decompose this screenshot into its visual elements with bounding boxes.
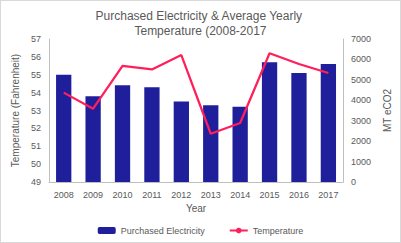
svg-text:56: 56 bbox=[31, 52, 41, 62]
svg-text:6000: 6000 bbox=[351, 54, 371, 64]
svg-text:49: 49 bbox=[31, 177, 41, 187]
svg-text:53: 53 bbox=[31, 106, 41, 116]
svg-text:55: 55 bbox=[31, 70, 41, 80]
svg-text:Year: Year bbox=[186, 203, 207, 214]
svg-text:2016: 2016 bbox=[289, 190, 309, 200]
svg-text:2000: 2000 bbox=[351, 136, 371, 146]
svg-text:5000: 5000 bbox=[351, 75, 371, 85]
svg-text:1000: 1000 bbox=[351, 157, 371, 167]
svg-text:Temperature (Fahrenheit): Temperature (Fahrenheit) bbox=[10, 54, 21, 167]
svg-text:7000: 7000 bbox=[351, 34, 371, 44]
svg-text:2015: 2015 bbox=[260, 190, 280, 200]
svg-text:Purchased Electricity: Purchased Electricity bbox=[121, 226, 206, 236]
svg-text:2012: 2012 bbox=[171, 190, 191, 200]
svg-text:57: 57 bbox=[31, 34, 41, 44]
svg-text:2010: 2010 bbox=[113, 190, 133, 200]
svg-text:3000: 3000 bbox=[351, 116, 371, 126]
svg-text:Temperature: Temperature bbox=[253, 226, 304, 236]
svg-text:MT eCO2: MT eCO2 bbox=[382, 88, 393, 132]
svg-text:2011: 2011 bbox=[142, 190, 161, 200]
svg-text:51: 51 bbox=[31, 141, 41, 151]
svg-text:2009: 2009 bbox=[83, 190, 103, 200]
svg-text:52: 52 bbox=[31, 123, 41, 133]
svg-text:50: 50 bbox=[31, 159, 41, 169]
svg-text:Temperature (2008-2017: Temperature (2008-2017 bbox=[134, 24, 266, 38]
svg-text:2013: 2013 bbox=[201, 190, 221, 200]
svg-text:2014: 2014 bbox=[230, 190, 250, 200]
svg-text:0: 0 bbox=[351, 177, 356, 187]
svg-text:54: 54 bbox=[31, 88, 41, 98]
svg-text:4000: 4000 bbox=[351, 95, 371, 105]
svg-text:2017: 2017 bbox=[318, 190, 338, 200]
svg-text:2008: 2008 bbox=[54, 190, 74, 200]
svg-text:Purchased Electricity & Averag: Purchased Electricity & Average Yearly bbox=[96, 9, 306, 23]
